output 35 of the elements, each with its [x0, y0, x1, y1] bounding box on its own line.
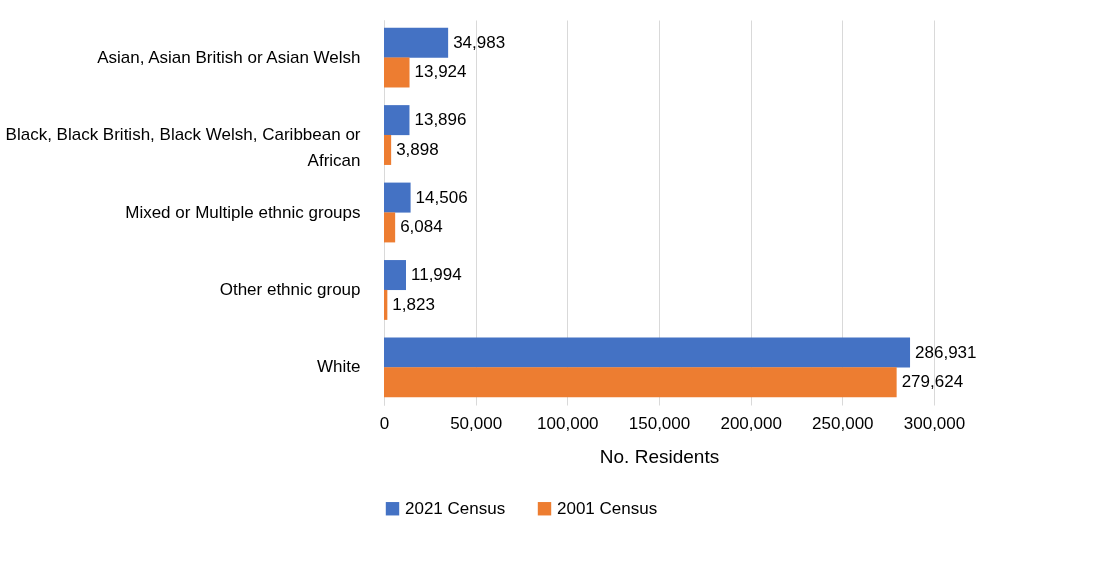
- data-label: 279,624: [901, 372, 964, 392]
- bar: [384, 105, 410, 136]
- legend-label: 2021 Census: [405, 498, 506, 518]
- data-label: 6,084: [400, 217, 443, 237]
- data-label: 14,506: [415, 187, 468, 207]
- y-tick-label: Black, Black British, Black Welsh, Caribbean or African: [5, 125, 361, 171]
- data-label: 13,896: [414, 110, 467, 130]
- bar: [384, 134, 392, 165]
- x-tick-label: 250,000: [812, 413, 874, 433]
- y-tick-label: Asian, Asian British or Asian Welsh: [97, 47, 361, 67]
- x-tick-label: 200,000: [720, 413, 782, 433]
- data-label: 3,898: [396, 139, 439, 159]
- bar: [384, 289, 388, 320]
- data-label: 286,931: [915, 342, 977, 362]
- x-tick-label: 50,000: [450, 413, 503, 433]
- y-tick-label: White: [317, 357, 361, 377]
- x-tick-label: 150,000: [628, 413, 691, 433]
- bar: [384, 260, 406, 291]
- bar: [384, 212, 396, 243]
- bar: [384, 27, 449, 58]
- x-tick-label: 0: [379, 413, 390, 433]
- data-label: 34,983: [453, 32, 506, 52]
- data-label: 1,823: [392, 294, 435, 314]
- x-tick-label: 300,000: [903, 413, 966, 433]
- y-tick-label: Mixed or Multiple ethnic groups: [125, 202, 361, 222]
- bar: [384, 367, 897, 398]
- y-tick-label: Other ethnic group: [219, 279, 361, 299]
- bar: [384, 57, 410, 88]
- bar: [384, 182, 411, 213]
- x-axis-title: No. Residents: [599, 445, 720, 467]
- bar: [384, 337, 911, 368]
- x-tick-label: 100,000: [537, 413, 599, 433]
- legend-label: 2001 Census: [557, 498, 658, 518]
- data-label: 13,924: [414, 62, 467, 82]
- data-label: 11,994: [410, 265, 462, 285]
